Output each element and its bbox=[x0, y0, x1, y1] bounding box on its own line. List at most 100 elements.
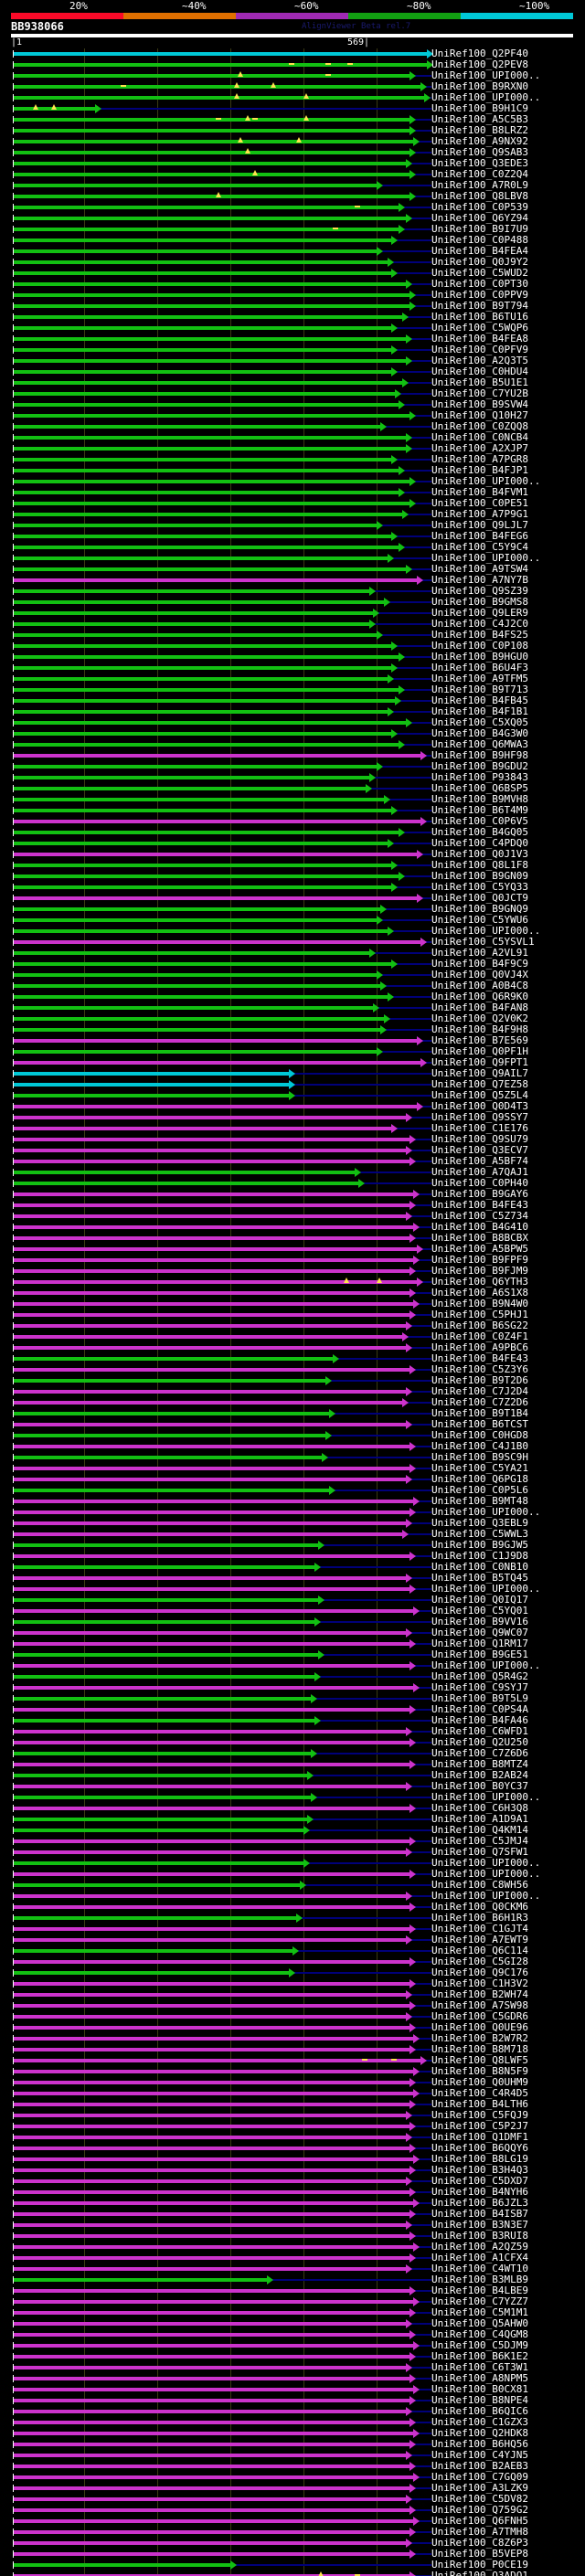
alignment-row[interactable]: UniRef100_B9MT48 bbox=[0, 1495, 585, 1507]
alignment-row[interactable]: UniRef100_C5GDR6 bbox=[0, 2010, 585, 2022]
subject-label[interactable]: UniRef100_C0HGD8 bbox=[431, 1429, 528, 1441]
hsp-bar[interactable] bbox=[13, 85, 420, 89]
alignment-row[interactable]: UniRef100_C4J1B0 bbox=[0, 1440, 585, 1452]
subject-label[interactable]: UniRef100_Q6YZ94 bbox=[431, 212, 528, 224]
subject-label[interactable]: UniRef100_B4NYH6 bbox=[431, 2186, 528, 2198]
hsp-bar[interactable] bbox=[13, 1500, 413, 1503]
subject-label[interactable]: UniRef100_B4FEA8 bbox=[431, 333, 528, 345]
alignment-row[interactable]: UniRef100_C5YSVL1 bbox=[0, 936, 585, 948]
alignment-row[interactable]: UniRef100_Q2V0K2 bbox=[0, 1012, 585, 1024]
hsp-bar[interactable] bbox=[13, 271, 391, 275]
subject-label[interactable]: UniRef100_Q5Z5L4 bbox=[431, 1089, 528, 1101]
alignment-row[interactable]: UniRef100_B9GAY6 bbox=[0, 1188, 585, 1200]
subject-label[interactable]: UniRef100_A9TFM5 bbox=[431, 673, 528, 684]
subject-label[interactable]: UniRef100_B4FEA4 bbox=[431, 245, 528, 257]
hsp-bar[interactable] bbox=[13, 907, 380, 911]
hsp-bar[interactable] bbox=[13, 2530, 410, 2534]
alignment-row[interactable]: UniRef100_B4F9C9 bbox=[0, 958, 585, 970]
alignment-row[interactable]: UniRef100_B4FJP1 bbox=[0, 464, 585, 476]
alignment-row[interactable]: UniRef100_B8N5F9 bbox=[0, 2065, 585, 2077]
subject-label[interactable]: UniRef100_B5TQ45 bbox=[431, 1572, 528, 1584]
subject-label[interactable]: UniRef100_C0PPV9 bbox=[431, 289, 528, 301]
alignment-row[interactable]: UniRef100_C0Z4F1 bbox=[0, 1330, 585, 1342]
hsp-bar[interactable] bbox=[13, 1894, 406, 1898]
subject-label[interactable]: UniRef100_Q0J9Y2 bbox=[431, 256, 528, 268]
alignment-row[interactable]: UniRef100_B6QIC6 bbox=[0, 2405, 585, 2417]
alignment-row[interactable]: UniRef100_C0NB10 bbox=[0, 1561, 585, 1573]
subject-label[interactable]: UniRef100_B9VV16 bbox=[431, 1616, 528, 1627]
hsp-bar[interactable] bbox=[13, 260, 388, 264]
subject-label[interactable]: UniRef100_B8M718 bbox=[431, 2043, 528, 2055]
alignment-row[interactable]: UniRef100_B4ISB7 bbox=[0, 2208, 585, 2220]
hsp-bar[interactable] bbox=[13, 1949, 292, 1953]
subject-label[interactable]: UniRef100_Q6BSP5 bbox=[431, 782, 528, 794]
alignment-row[interactable]: UniRef100_B9T5L9 bbox=[0, 1692, 585, 1704]
hsp-bar[interactable] bbox=[13, 206, 399, 209]
subject-label[interactable]: UniRef100_Q6C114 bbox=[431, 1945, 528, 1956]
hsp-bar[interactable] bbox=[13, 217, 406, 220]
hsp-bar[interactable] bbox=[13, 1511, 410, 1514]
hsp-bar[interactable] bbox=[13, 1105, 417, 1108]
subject-label[interactable]: UniRef100_C7Z2D6 bbox=[431, 1396, 528, 1408]
alignment-row[interactable]: UniRef100_B3H4Q3 bbox=[0, 2164, 585, 2176]
hsp-bar[interactable] bbox=[13, 502, 410, 505]
hsp-bar[interactable] bbox=[13, 853, 417, 856]
hsp-bar[interactable] bbox=[13, 2212, 410, 2216]
subject-label[interactable]: UniRef100_Q7EZ58 bbox=[431, 1078, 528, 1090]
alignment-row[interactable]: UniRef100_C0NCB4 bbox=[0, 431, 585, 443]
alignment-row[interactable]: UniRef100_C7J2D4 bbox=[0, 1385, 585, 1397]
subject-label[interactable]: UniRef100_B3RUI8 bbox=[431, 2230, 528, 2242]
hsp-bar[interactable] bbox=[13, 1916, 296, 1920]
alignment-row[interactable]: UniRef100_C5JMJ4 bbox=[0, 1835, 585, 1847]
hsp-bar[interactable] bbox=[13, 1269, 410, 1273]
subject-label[interactable]: UniRef100_Q8LWF5 bbox=[431, 2054, 528, 2066]
alignment-row[interactable]: UniRef100_B5TQ45 bbox=[0, 1572, 585, 1584]
subject-label[interactable]: UniRef100_Q0UHM9 bbox=[431, 2076, 528, 2088]
subject-label[interactable]: UniRef100_B4FJP1 bbox=[431, 464, 528, 476]
hsp-bar[interactable] bbox=[13, 425, 380, 429]
hsp-bar[interactable] bbox=[13, 1225, 413, 1229]
alignment-row[interactable]: UniRef100_B4F1B1 bbox=[0, 705, 585, 717]
subject-label[interactable]: UniRef100_Q3EBL9 bbox=[431, 1517, 528, 1529]
alignment-row[interactable]: UniRef100_Q3ECV7 bbox=[0, 1144, 585, 1156]
hsp-bar[interactable] bbox=[13, 1818, 307, 1821]
alignment-row[interactable]: UniRef100_B9SVW4 bbox=[0, 398, 585, 410]
alignment-row[interactable]: UniRef100_C6WFD1 bbox=[0, 1725, 585, 1737]
alignment-row[interactable]: UniRef100_C8WH56 bbox=[0, 1879, 585, 1891]
alignment-row[interactable]: UniRef100_C8Z6P3 bbox=[0, 2537, 585, 2549]
alignment-row[interactable]: UniRef100_Q6R9K0 bbox=[0, 991, 585, 1002]
alignment-row[interactable]: UniRef100_UPI000.. bbox=[0, 475, 585, 487]
alignment-row[interactable]: UniRef100_B4G410 bbox=[0, 1221, 585, 1233]
subject-label[interactable]: UniRef100_Q6FNH5 bbox=[431, 2515, 528, 2527]
hsp-bar[interactable] bbox=[13, 2377, 410, 2380]
subject-label[interactable]: UniRef100_B4FVM1 bbox=[431, 486, 528, 498]
hsp-bar[interactable] bbox=[13, 2322, 406, 2326]
subject-label[interactable]: UniRef100_Q9FPT1 bbox=[431, 1056, 528, 1068]
hsp-bar[interactable] bbox=[13, 1489, 329, 1492]
hsp-bar[interactable] bbox=[13, 1083, 289, 1087]
alignment-row[interactable]: UniRef100_B4FE43 bbox=[0, 1199, 585, 1211]
hsp-bar[interactable] bbox=[13, 885, 391, 889]
hsp-bar[interactable] bbox=[13, 414, 410, 418]
hsp-bar[interactable] bbox=[13, 1993, 406, 1997]
subject-label[interactable]: UniRef100_Q8LBV8 bbox=[431, 190, 528, 202]
alignment-row[interactable]: UniRef100_Q0UE96 bbox=[0, 2021, 585, 2033]
hsp-bar[interactable] bbox=[13, 1587, 410, 1591]
hsp-bar[interactable] bbox=[13, 524, 377, 527]
subject-label[interactable]: UniRef100_C0HDU4 bbox=[431, 366, 528, 377]
alignment-row[interactable]: UniRef100_B9T2D6 bbox=[0, 1374, 585, 1386]
hsp-bar[interactable] bbox=[13, 2552, 410, 2556]
alignment-row[interactable]: UniRef100_A8NPM5 bbox=[0, 2372, 585, 2384]
alignment-row[interactable]: UniRef100_B9SC9H bbox=[0, 1451, 585, 1463]
subject-label[interactable]: UniRef100_Q759G2 bbox=[431, 2504, 528, 2516]
hsp-bar[interactable] bbox=[13, 1456, 322, 1459]
alignment-row[interactable]: UniRef100_Q5R4G2 bbox=[0, 1670, 585, 1682]
alignment-row[interactable]: UniRef100_B9T1B4 bbox=[0, 1407, 585, 1419]
alignment-row[interactable]: UniRef100_B8LRZ2 bbox=[0, 124, 585, 136]
subject-label[interactable]: UniRef100_C1H3V2 bbox=[431, 1977, 528, 1989]
hsp-bar[interactable] bbox=[13, 1017, 384, 1021]
alignment-row[interactable]: UniRef100_Q7SFW1 bbox=[0, 1846, 585, 1858]
alignment-row[interactable]: UniRef100_C0ZQQ8 bbox=[0, 420, 585, 432]
alignment-row[interactable]: UniRef100_B9GN09 bbox=[0, 870, 585, 882]
subject-label[interactable]: UniRef100_C5PHJ1 bbox=[431, 1309, 528, 1320]
